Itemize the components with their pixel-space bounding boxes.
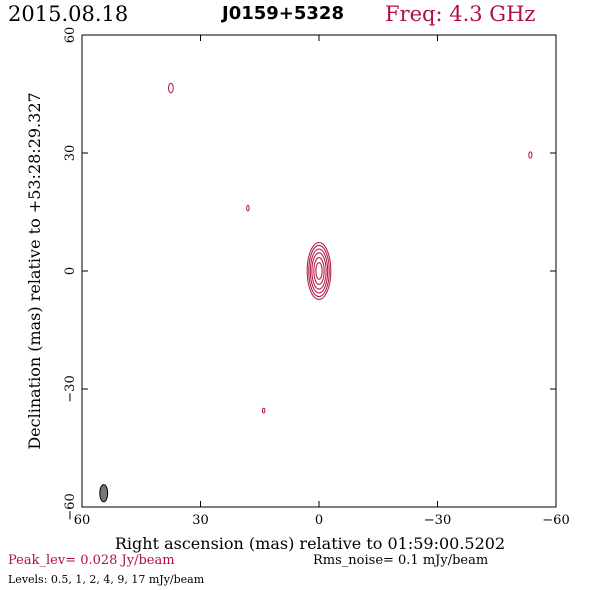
x-tick-label: 30 <box>192 513 209 528</box>
y-tick-label: 0 <box>63 267 78 275</box>
x-tick-label: 60 <box>74 513 91 528</box>
y-tick-label: 30 <box>63 145 78 162</box>
frequency-label: Freq: 4.3 GHz <box>385 2 536 26</box>
y-tick-label: 60 <box>63 27 78 44</box>
core-contour-ellipse <box>308 244 330 298</box>
core-contour-ellipse <box>306 242 332 300</box>
x-axis-title: Right ascension (mas) relative to 01:59:… <box>115 534 505 553</box>
peak-level: Peak_lev= 0.028 Jy/beam <box>8 553 175 568</box>
core-contour-ellipse <box>309 248 329 294</box>
x-tick-label: 0 <box>315 513 323 528</box>
plot-frame <box>81 34 557 508</box>
plot-frame-rect <box>81 34 557 508</box>
x-tick-label: −60 <box>542 513 569 528</box>
y-axis-title: Declination (mas) relative to +53:28:29.… <box>25 92 44 449</box>
core-contour-ellipse <box>311 252 327 290</box>
rms-noise: Rms_noise= 0.1 mJy/beam <box>313 553 489 568</box>
y-tick-label: −60 <box>63 493 78 520</box>
noise-contour <box>246 204 250 212</box>
beam-ellipse <box>99 484 109 503</box>
tick-labels: 60 30 0 −30 −60 −60 −30 0 30 60 <box>63 27 570 528</box>
noise-contour <box>528 151 533 159</box>
contour-layer <box>99 82 533 503</box>
core-contour-ellipse <box>315 262 323 280</box>
x-tick-label: −30 <box>424 513 451 528</box>
contour-levels: Levels: 0.5, 1, 2, 4, 9, 17 mJy/beam <box>8 573 205 586</box>
noise-contour <box>262 407 266 414</box>
y-tick-label: −30 <box>63 375 78 402</box>
source-name: J0159+5328 <box>222 3 344 24</box>
noise-contour <box>168 82 174 94</box>
axis-ticks <box>81 34 557 508</box>
observation-date: 2015.08.18 <box>8 2 129 26</box>
core-contour-ellipse <box>313 257 325 285</box>
